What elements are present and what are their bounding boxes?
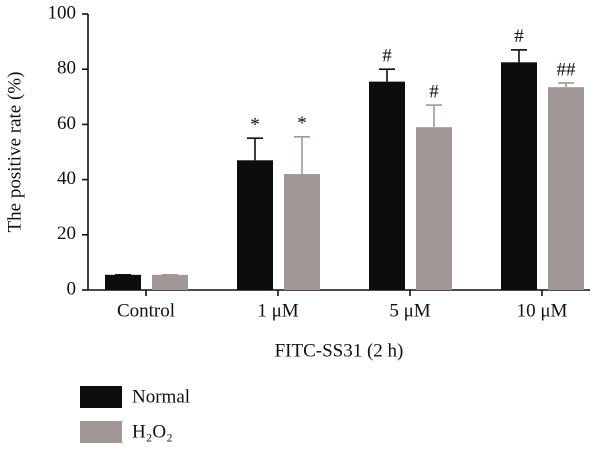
- bar: [284, 174, 320, 290]
- y-tick-label: 60: [57, 113, 76, 134]
- y-axis-label: The positive rate (%): [4, 72, 25, 233]
- significance-label: #: [382, 46, 392, 67]
- x-tick-label: 5 μM: [389, 300, 430, 321]
- bar: [548, 87, 584, 290]
- significance-label: ##: [557, 59, 577, 80]
- bar: [369, 81, 405, 291]
- legend-label: H₂O₂: [132, 421, 173, 442]
- y-tick-label: 80: [57, 58, 76, 79]
- y-tick-label: 20: [57, 223, 76, 244]
- legend-swatch: [80, 386, 122, 408]
- bar: [416, 127, 452, 290]
- y-tick-label: 40: [57, 168, 76, 189]
- significance-label: *: [250, 115, 260, 136]
- y-tick-label: 0: [67, 278, 77, 299]
- bar: [501, 62, 537, 290]
- bar: [152, 274, 188, 290]
- x-tick-label: Control: [117, 300, 175, 321]
- x-tick-label: 1 μM: [257, 300, 298, 321]
- x-axis-label: FITC-SS31 (2 h): [275, 340, 404, 361]
- significance-label: *: [297, 113, 307, 134]
- significance-label: #: [429, 81, 439, 102]
- y-tick-label: 100: [48, 2, 77, 23]
- legend-swatch: [80, 421, 122, 443]
- legend-label: Normal: [132, 386, 190, 407]
- x-tick-label: 10 μM: [517, 300, 568, 321]
- bar: [237, 160, 273, 290]
- bar: [105, 274, 141, 290]
- significance-label: #: [514, 26, 524, 47]
